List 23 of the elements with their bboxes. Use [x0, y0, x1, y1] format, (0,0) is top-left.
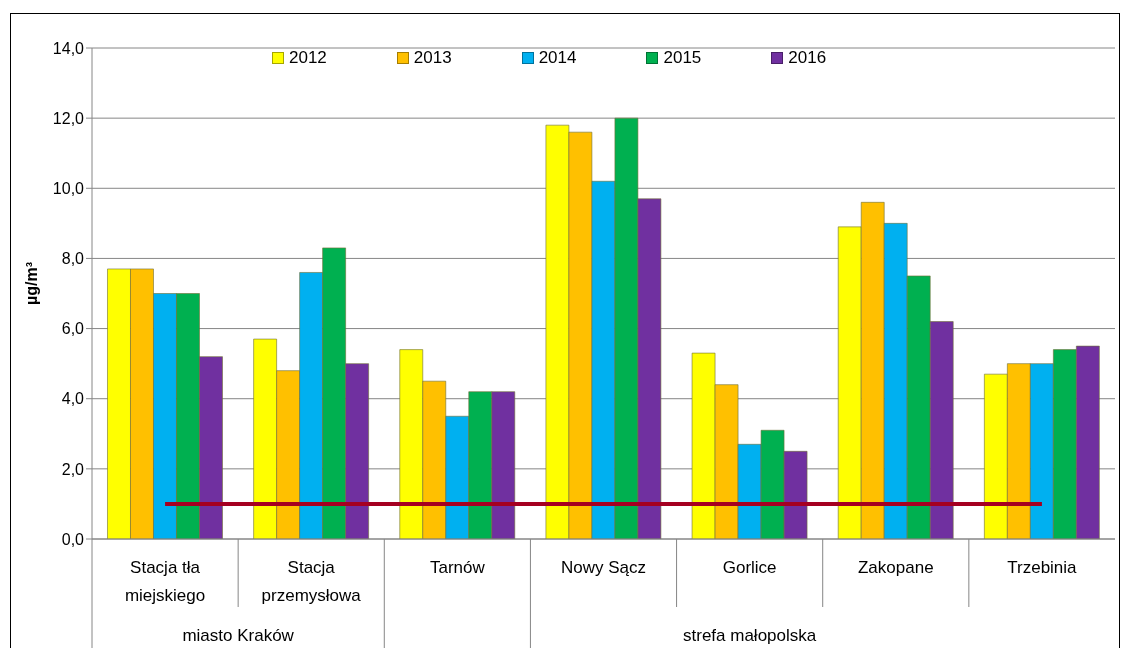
legend-label: 2015: [663, 48, 702, 68]
x-tick-label: Stacja tła miejskiego: [124, 558, 206, 605]
y-tick-label: 10,0: [52, 179, 85, 197]
y-tick-label: 14,0: [52, 39, 85, 57]
text: strefa małopolska: [683, 626, 817, 645]
x-tick-label: Trzebinia: [1007, 558, 1078, 577]
text: miasto Kraków: [182, 626, 295, 645]
x-tick-label: Nowy Sącz: [560, 558, 647, 577]
y-tick-label: 8,0: [61, 250, 85, 268]
y-tick-label: 12,0: [52, 109, 85, 127]
y-tick-label: 2,0: [61, 460, 85, 478]
legend-label: 2014: [538, 48, 577, 68]
y-tick-label: 6,0: [61, 320, 85, 338]
x-tick-label: Tarnów: [429, 558, 486, 577]
legend-label: 2013: [413, 48, 452, 68]
x-tick-label: Gorlice: [722, 558, 777, 577]
y-tick-label: 4,0: [61, 390, 85, 408]
legend-label: 2012: [289, 48, 327, 68]
legend-label: 2016: [788, 48, 827, 68]
y-tick-label: 0,0: [61, 530, 85, 548]
x-tick-label: Zakopane: [857, 558, 934, 577]
y-axis-title: µg/m³: [22, 262, 40, 305]
x-tick-label: Stacja przemysłowa: [261, 558, 362, 605]
